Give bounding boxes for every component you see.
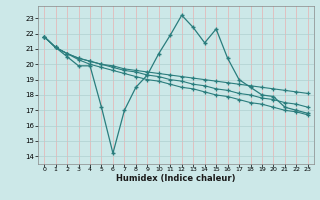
X-axis label: Humidex (Indice chaleur): Humidex (Indice chaleur) [116, 174, 236, 183]
